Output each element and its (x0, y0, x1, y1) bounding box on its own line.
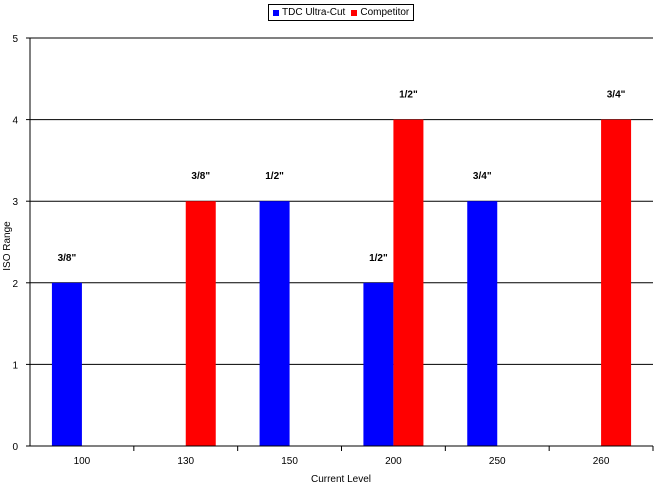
y-tick-label: 0 (12, 442, 18, 453)
bar-tdc-150 (259, 201, 290, 446)
legend-label-tdc: TDC Ultra-Cut (282, 7, 346, 18)
y-tick-label: 3 (12, 197, 18, 208)
bar-tdc-200 (363, 282, 394, 446)
x-tick-label: 150 (281, 456, 298, 467)
data-label: 1/2" (369, 253, 388, 264)
gridlines (30, 37, 653, 365)
data-label: 3/8" (191, 171, 210, 182)
y-axis-label: ISO Range (2, 221, 13, 271)
bar-competitor-200 (393, 119, 424, 446)
data-label: 3/8" (58, 253, 77, 264)
y-tick-label: 1 (12, 360, 18, 371)
data-labels: 3/8" 3/8" 1/2" 1/2" 1/2" 3/4" 3/4" (58, 90, 626, 264)
legend-label-competitor: Competitor (360, 7, 410, 18)
y-tick-label: 4 (12, 116, 18, 127)
data-label: 1/2" (265, 171, 284, 182)
legend-swatch-competitor (351, 9, 358, 16)
data-label: 1/2" (399, 90, 418, 101)
x-tick-label: 200 (385, 456, 402, 467)
x-tick-label: 130 (177, 456, 194, 467)
x-tick-label: 260 (593, 456, 610, 467)
data-label: 3/4" (473, 171, 492, 182)
legend-item-competitor: Competitor (351, 7, 409, 18)
bar-tdc-100 (51, 282, 82, 446)
axes: 0 1 2 3 4 5 100 130 150 200 250 260 (12, 34, 654, 467)
x-tick-label: 250 (489, 456, 506, 467)
bar-tdc-250 (467, 201, 498, 446)
legend: TDC Ultra-Cut Competitor (268, 4, 415, 21)
bars (51, 119, 632, 446)
bar-competitor-260 (601, 119, 632, 446)
legend-item-tdc: TDC Ultra-Cut (273, 7, 345, 18)
y-tick-label: 2 (12, 279, 18, 290)
y-tick-label: 5 (12, 34, 18, 45)
x-tick-label: 100 (74, 456, 91, 467)
bar-competitor-130 (185, 201, 216, 446)
x-axis-label: Current Level (311, 474, 371, 485)
data-label: 3/4" (607, 90, 626, 101)
legend-swatch-tdc (273, 9, 279, 16)
